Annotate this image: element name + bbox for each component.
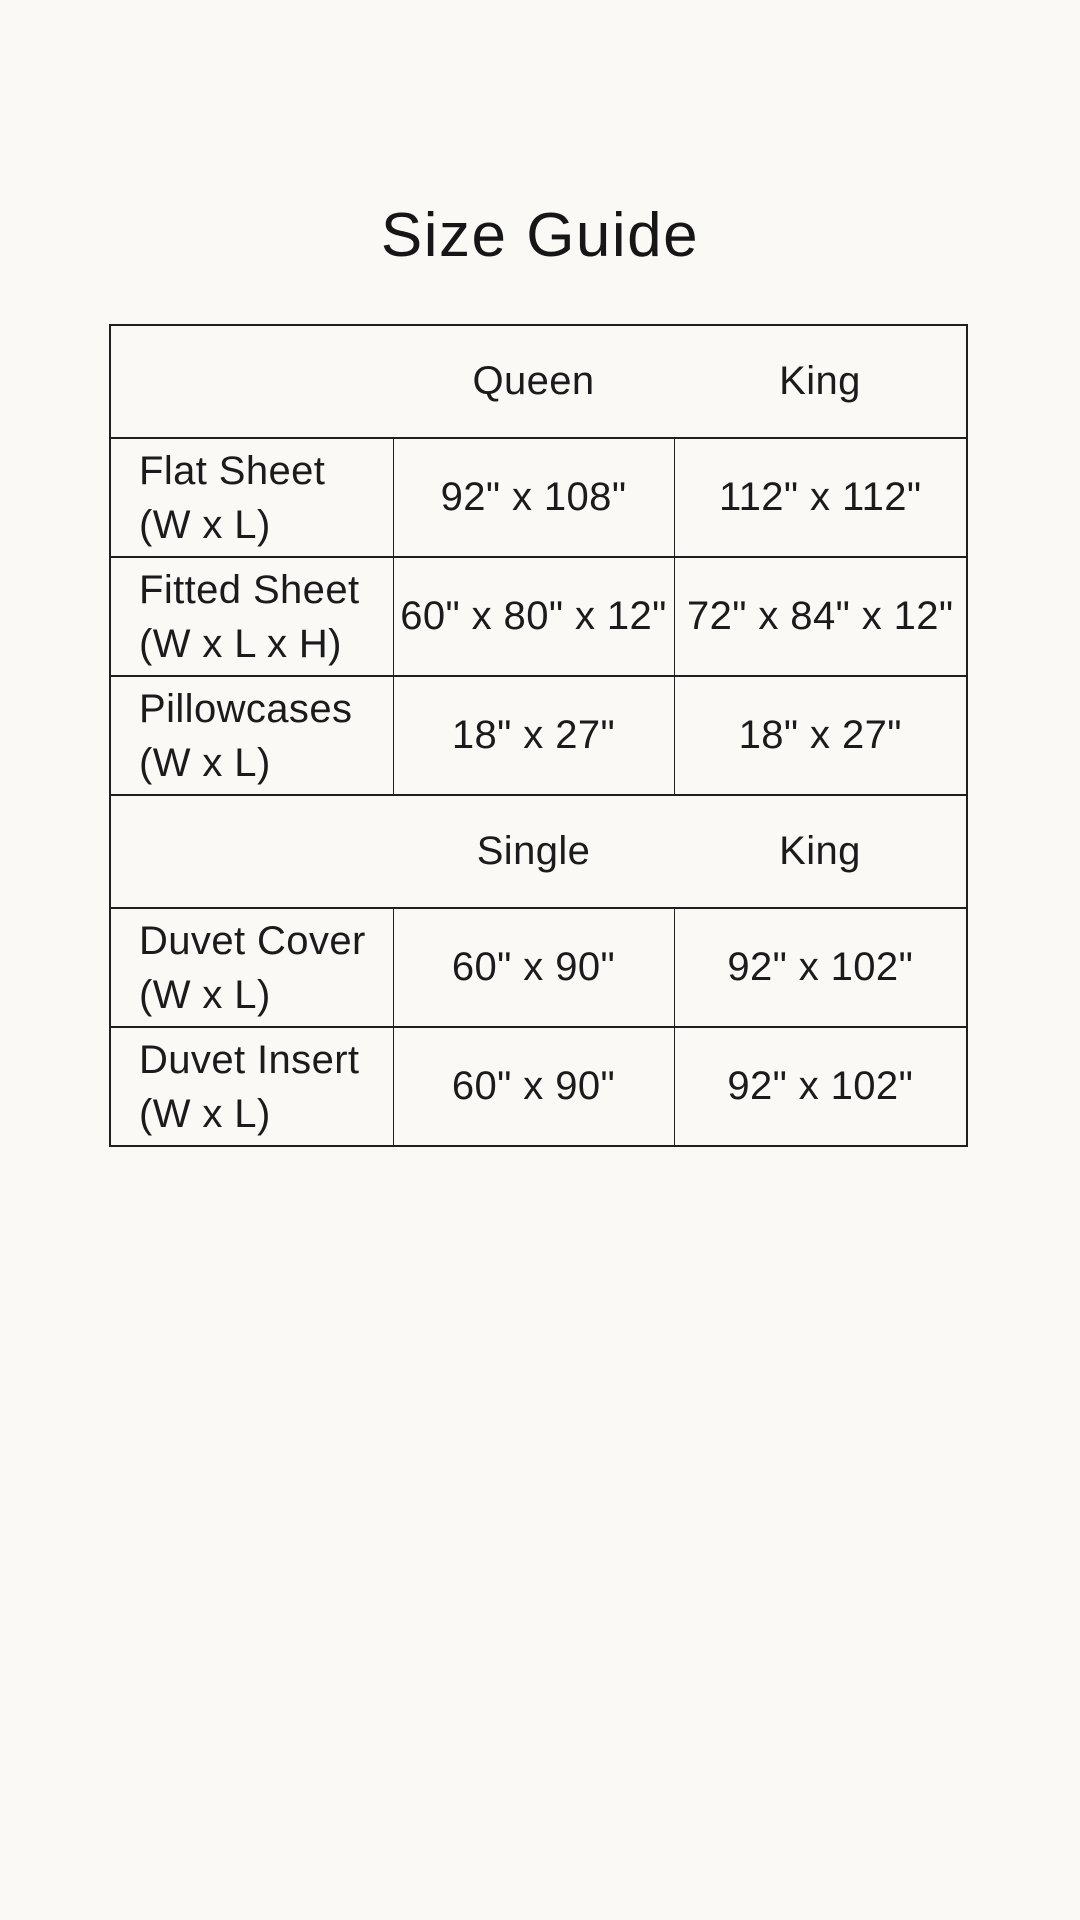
row-item-dims: (W x L x H) <box>139 621 342 666</box>
cell-value: 60" x 80" x 12" <box>392 556 674 677</box>
cell-value: 18" x 27" <box>392 675 674 796</box>
row-item-name: Flat Sheet <box>139 448 326 493</box>
row-label: Flat Sheet (W x L) <box>110 437 393 558</box>
row-label: Duvet Insert (W x L) <box>110 1026 393 1147</box>
row-label: Fitted Sheet (W x L x H) <box>110 556 393 677</box>
header-empty-cell <box>110 324 393 439</box>
row-item-dims: (W x L) <box>139 1091 271 1136</box>
section-header-sheets: Queen King <box>110 324 967 439</box>
cell-value: 92" x 102" <box>673 907 967 1028</box>
cell-value: 92" x 102" <box>673 1026 967 1147</box>
row-item-name: Duvet Insert <box>139 1037 360 1082</box>
header-empty-cell <box>110 794 393 909</box>
cell-value: 72" x 84" x 12" <box>673 556 967 677</box>
cell-value: 18" x 27" <box>673 675 967 796</box>
row-label: Pillowcases (W x L) <box>110 675 393 796</box>
row-item-name: Duvet Cover <box>139 918 366 963</box>
column-header-single: Single <box>393 794 674 909</box>
cell-value: 60" x 90" <box>392 1026 674 1147</box>
row-item-name: Pillowcases <box>139 686 353 731</box>
page-title: Size Guide <box>380 200 700 270</box>
cell-value: 60" x 90" <box>392 907 674 1028</box>
table-row-flat-sheet: Flat Sheet (W x L) 92" x 108" 112" x 112… <box>110 437 967 558</box>
column-header-king: King <box>674 794 967 909</box>
row-item-name: Fitted Sheet <box>139 567 360 612</box>
size-guide-table-container: Queen King Flat Sheet (W x L) 92" x 108"… <box>109 324 968 1147</box>
row-label: Duvet Cover (W x L) <box>110 907 393 1028</box>
column-header-king: King <box>674 324 967 439</box>
table-row-duvet-cover: Duvet Cover (W x L) 60" x 90" 92" x 102" <box>110 907 967 1028</box>
row-item-dims: (W x L) <box>139 740 271 785</box>
table-row-pillowcases: Pillowcases (W x L) 18" x 27" 18" x 27" <box>110 675 967 796</box>
table-row-duvet-insert: Duvet Insert (W x L) 60" x 90" 92" x 102… <box>110 1026 967 1147</box>
cell-value: 112" x 112" <box>673 437 967 558</box>
section-header-duvets: Single King <box>110 794 967 909</box>
row-item-dims: (W x L) <box>139 502 271 547</box>
cell-value: 92" x 108" <box>392 437 674 558</box>
column-header-queen: Queen <box>393 324 674 439</box>
size-guide-table: Queen King Flat Sheet (W x L) 92" x 108"… <box>109 324 968 1147</box>
table-row-fitted-sheet: Fitted Sheet (W x L x H) 60" x 80" x 12"… <box>110 556 967 677</box>
row-item-dims: (W x L) <box>139 972 271 1017</box>
